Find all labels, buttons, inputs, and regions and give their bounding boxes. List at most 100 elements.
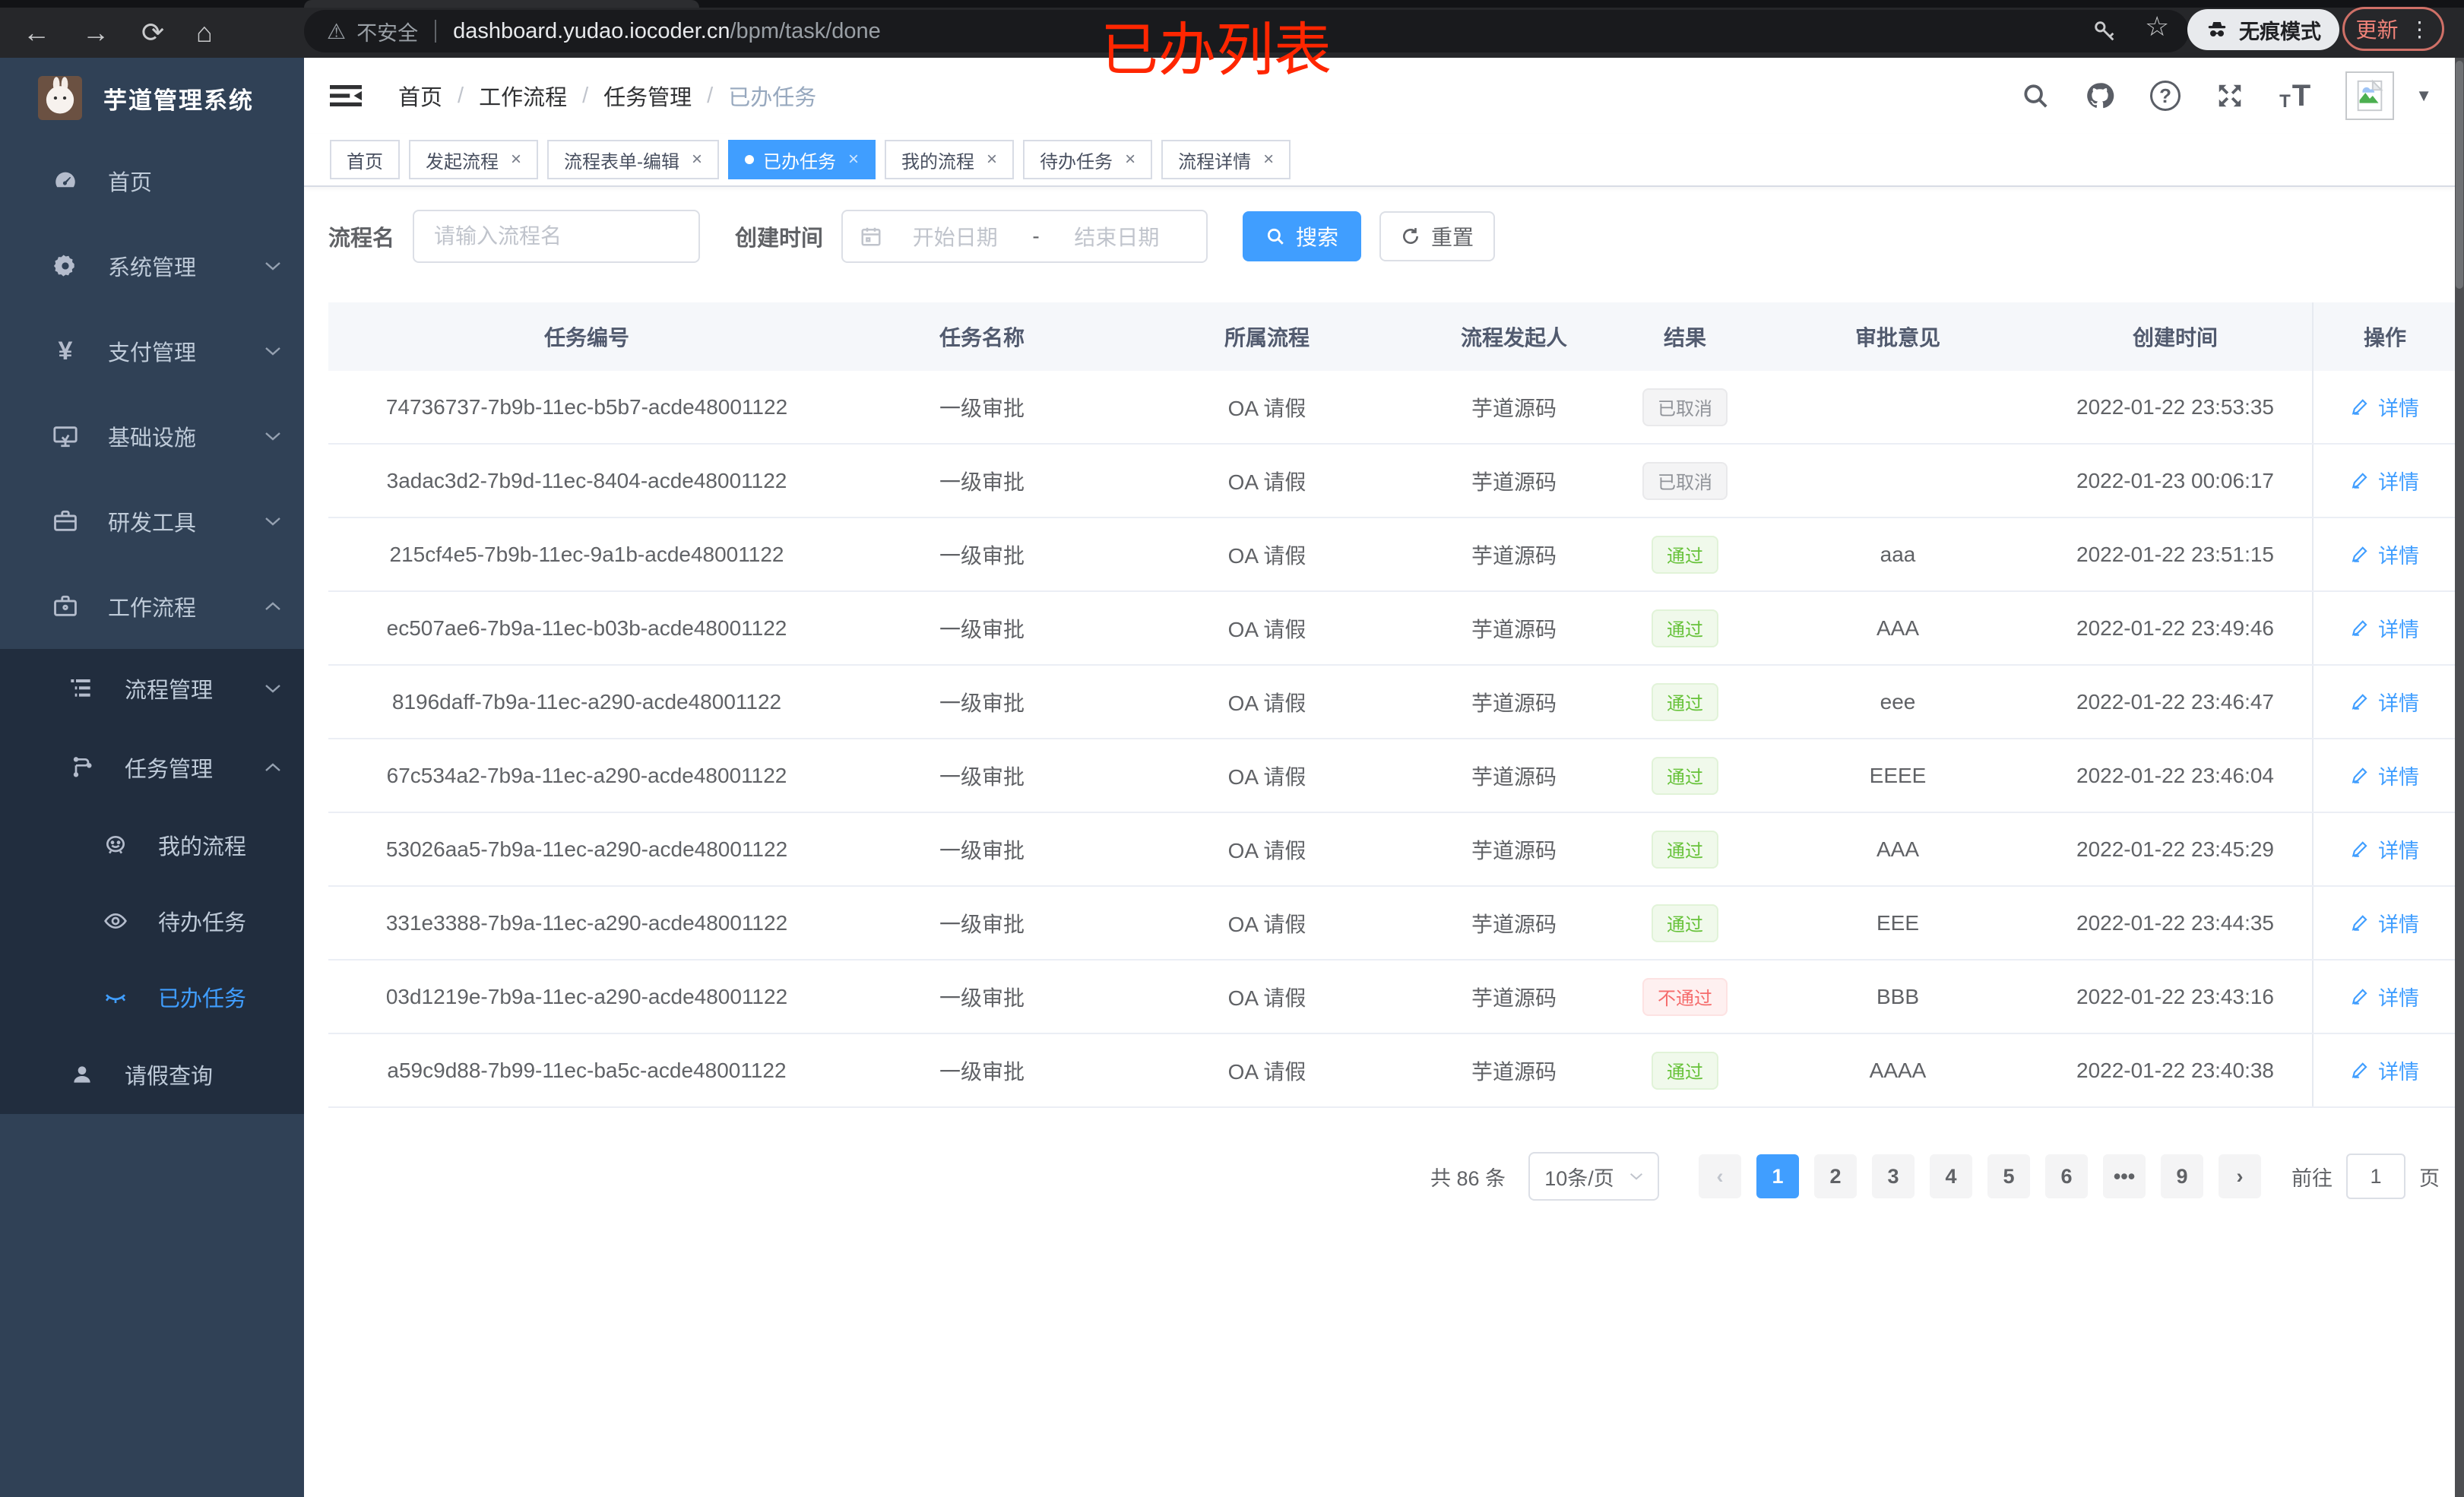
scrollbar-thumb[interactable] [2456, 61, 2463, 289]
tree-list-icon [67, 673, 97, 704]
bookmark-star-icon[interactable]: ☆ [2145, 11, 2170, 42]
detail-link[interactable]: 详情 [2351, 613, 2419, 643]
tab-close-icon[interactable]: × [1263, 149, 1275, 169]
prev-page-button[interactable]: ‹ [1699, 1154, 1741, 1198]
sidebar-collapse-icon[interactable] [330, 82, 362, 109]
incognito-badge: 无痕模式 [2187, 9, 2339, 50]
search-button[interactable]: 搜索 [1243, 211, 1362, 261]
detail-link[interactable]: 详情 [2351, 761, 2419, 790]
tab-1[interactable]: 发起流程 × [409, 140, 539, 179]
tab-0[interactable]: 首页 [330, 140, 400, 179]
fullscreen-icon[interactable] [2215, 81, 2244, 110]
process-name-input[interactable] [413, 210, 701, 263]
sidebar-item-pay[interactable]: ¥ 支付管理 [0, 309, 304, 394]
reload-icon[interactable]: ⟳ [141, 17, 165, 48]
user-icon [67, 1059, 97, 1090]
security-label: 不安全 [356, 21, 419, 45]
toolbox-icon [50, 506, 81, 536]
page-size-select[interactable]: 10条/页 [1528, 1152, 1659, 1201]
top-navbar: 首页 / 工作流程 / 任务管理 / 已办任务 ? [304, 58, 2455, 134]
password-key-icon[interactable] [2092, 18, 2117, 44]
detail-link[interactable]: 详情 [2351, 908, 2419, 938]
sidebar-item-process-mgmt[interactable]: 流程管理 [0, 649, 304, 728]
tab-close-icon[interactable]: × [848, 149, 860, 169]
sidebar-item-todo[interactable]: 待办任务 [0, 883, 304, 959]
detail-link[interactable]: 详情 [2351, 466, 2419, 495]
address-bar[interactable]: ⚠ 不安全 dashboard.yudao.iocoder.cn /bpm/ta… [304, 10, 2189, 52]
detail-link[interactable]: 详情 [2351, 540, 2419, 569]
page-button-3[interactable]: 3 [1872, 1154, 1915, 1198]
detail-link[interactable]: 详情 [2351, 1055, 2419, 1085]
cell-result: 通过 [1613, 682, 1757, 721]
tab-2[interactable]: 流程表单-编辑 × [547, 140, 720, 179]
github-icon[interactable] [2085, 81, 2115, 111]
page-button-1[interactable]: 1 [1756, 1154, 1799, 1198]
breadcrumb-home[interactable]: 首页 [398, 86, 443, 110]
tab-close-icon[interactable]: × [1125, 149, 1136, 169]
forward-icon[interactable]: → [82, 17, 109, 48]
page-scrollbar[interactable] [2455, 58, 2464, 1497]
start-date-placeholder: 开始日期 [912, 226, 998, 249]
tab-3[interactable]: 已办任务 × [728, 140, 876, 179]
col-task-id: 任务编号 [543, 326, 629, 350]
page-button-9[interactable]: 9 [2161, 1154, 2203, 1198]
page-button-4[interactable]: 4 [1930, 1154, 1972, 1198]
back-icon[interactable]: ← [23, 17, 50, 48]
page-button-2[interactable]: 2 [1814, 1154, 1857, 1198]
chevron-down-icon [264, 516, 281, 527]
eye-closed-icon [100, 982, 131, 1012]
tab-bar: 首页 发起流程 × 流程表单-编辑 × 已办任务 × 我的流程 × 待办任务 × 流程详情 × [304, 134, 2455, 187]
home-icon[interactable]: ⌂ [196, 17, 213, 48]
tab-close-icon[interactable]: × [511, 149, 522, 169]
update-button[interactable]: 更新 ⋮ [2342, 7, 2444, 51]
help-icon[interactable]: ? [2150, 81, 2181, 111]
cell-process: OA 请假 [1227, 1059, 1306, 1084]
breadcrumb-workflow[interactable]: 工作流程 [479, 86, 568, 110]
avatar[interactable] [2345, 71, 2395, 120]
create-time-label: 创建时间 [735, 226, 824, 251]
sidebar-item-home[interactable]: 首页 [0, 138, 304, 223]
page-button-6[interactable]: 6 [2045, 1154, 2088, 1198]
tab-5[interactable]: 待办任务 × [1023, 140, 1153, 179]
sidebar-item-my-process[interactable]: 我的流程 [0, 807, 304, 883]
browser-menu-icon[interactable]: ⋮ [2409, 17, 2431, 41]
reset-button[interactable]: 重置 [1379, 211, 1496, 261]
cell-result: 通过 [1613, 609, 1757, 647]
goto-page-input[interactable] [2346, 1154, 2405, 1199]
caret-down-icon[interactable]: ▼ [2415, 86, 2432, 105]
detail-link[interactable]: 详情 [2351, 687, 2419, 717]
cell-task-name: 一级审批 [939, 470, 1025, 494]
browser-active-tab[interactable] [304, 0, 699, 8]
tab-close-icon[interactable]: × [692, 149, 703, 169]
detail-link[interactable]: 详情 [2351, 392, 2419, 422]
detail-link[interactable]: 详情 [2351, 834, 2419, 864]
detail-link[interactable]: 详情 [2351, 982, 2419, 1011]
sidebar-item-infra[interactable]: 基础设施 [0, 394, 304, 479]
result-badge: 已取消 [1642, 388, 1728, 426]
cell-created: 2022-01-22 23:40:38 [2076, 1058, 2274, 1082]
cell-created: 2022-01-22 23:46:47 [2076, 689, 2274, 714]
sidebar-item-dev[interactable]: 研发工具 [0, 479, 304, 564]
search-icon[interactable] [2021, 81, 2050, 110]
tab-close-icon[interactable]: × [987, 149, 998, 169]
col-result: 结果 [1663, 326, 1706, 350]
sidebar-item-system[interactable]: 系统管理 [0, 223, 304, 309]
page-button-5[interactable]: 5 [1987, 1154, 2030, 1198]
tab-6[interactable]: 流程详情 × [1161, 140, 1291, 179]
sidebar-item-workflow[interactable]: 工作流程 [0, 564, 304, 649]
sidebar-item-done[interactable]: 已办任务 [0, 959, 304, 1035]
chevron-down-icon [264, 683, 281, 694]
active-tab-dot [745, 155, 755, 164]
next-page-button[interactable]: › [2219, 1154, 2261, 1198]
page-ellipsis-button[interactable]: ••• [2103, 1154, 2146, 1198]
tab-4[interactable]: 我的流程 × [885, 140, 1015, 179]
date-range-input[interactable]: 开始日期 - 结束日期 [841, 210, 1208, 263]
sidebar-item-leave[interactable]: 请假查询 [0, 1035, 304, 1114]
cell-task-id: 215cf4e5-7b9b-11ec-9a1b-acde48001122 [389, 542, 784, 566]
cell-task-name: 一级审批 [939, 838, 1025, 862]
breadcrumb-task-mgmt[interactable]: 任务管理 [603, 86, 692, 110]
sidebar-item-task-mgmt[interactable]: 任务管理 [0, 728, 304, 807]
app-logo-row[interactable]: 芋道管理系统 [0, 58, 304, 138]
